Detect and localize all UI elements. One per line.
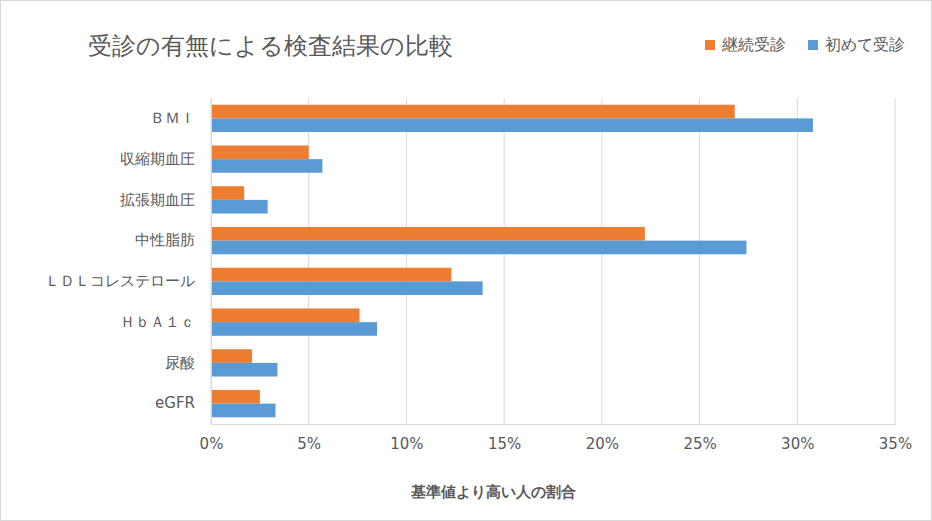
x-tick: 25% [683,424,716,453]
x-tick-label: 0% [200,435,224,453]
legend-item: 継続受診 [705,35,786,54]
bar [211,349,252,363]
x-axis: 0% 5% 10% 15% 20% 25% 30% 35% [200,424,913,453]
x-tick: 20% [586,424,619,453]
y-tick: 拡張期血圧 [120,191,211,209]
x-tick: 10% [390,424,423,453]
grid [211,98,895,424]
x-tick: 35% [879,424,912,453]
x-axis-line [212,424,896,425]
x-tick-label: 25% [683,435,716,453]
grid-line [406,98,407,424]
bar [211,268,451,282]
y-tick-label: eGFR [155,394,195,412]
legend: 継続受診 初めて受診 [705,35,905,54]
legend-label: 初めて受診 [825,35,905,54]
chart: 0% 5% 10% 15% 20% 25% 30% 35% ＢＭＩ 収縮期血圧拡張期血圧中性脂肪 Ｌ… [0,0,932,521]
x-tick-label: 20% [586,435,619,453]
x-tick-label: 35% [879,435,912,453]
y-tick: 中性脂肪 [135,231,211,249]
bar [211,227,645,241]
bar [211,322,377,336]
bar [211,200,268,214]
grid-line [504,98,505,424]
x-tick-label: 30% [781,435,814,453]
y-tick: 収縮期血圧 [120,150,211,168]
legend-label: 継続受診 [721,35,786,54]
bar [211,308,360,322]
x-tick: 0% [200,424,224,453]
y-tick: ＨｂＡ１ｃ [120,313,211,331]
y-axis-line [211,99,212,425]
grid-line [895,98,896,424]
y-tick: eGFR [155,394,211,412]
y-tick-label: ＢＭＩ [150,109,195,127]
bar [211,118,813,132]
y-axis: ＢＭＩ 収縮期血圧拡張期血圧中性脂肪 ＬＤＬコレステロール ＨｂＡ１ｃ 尿酸 eGFR [45,99,212,425]
y-tick-label: 拡張期血圧 [120,191,195,209]
grid-line [601,98,602,424]
grid-line [211,98,212,424]
bar [211,281,483,295]
y-tick: 尿酸 [165,354,211,372]
legend-item: 初めて受診 [808,35,905,54]
y-tick-label: ＨｂＡ１ｃ [120,313,195,331]
y-tick: ＬＤＬコレステロール [45,272,211,290]
bar [211,145,309,159]
x-tick: 15% [488,424,521,453]
y-tick-label: 収縮期血圧 [120,150,195,168]
legend-swatch [808,40,818,50]
x-tick-label: 15% [488,435,521,453]
bar [211,186,244,200]
grid-line [699,98,700,424]
bar [211,390,260,404]
y-tick-label: ＬＤＬコレステロール [45,272,195,290]
title: 受診の有無による検査結果の比較 [88,32,453,60]
bar [211,105,735,119]
x-tick-label: 5% [297,435,321,453]
bar [211,159,322,173]
x-tick-label: 10% [390,435,423,453]
y-tick-label: 中性脂肪 [135,231,195,249]
bars [211,105,813,418]
x-axis-title: 基準値より高い人の割合 [410,483,576,501]
y-tick: ＢＭＩ [150,109,211,127]
x-tick: 5% [297,424,321,453]
legend-swatch [705,40,715,50]
grid-line [797,98,798,424]
bar [211,241,746,255]
y-tick-label: 尿酸 [165,354,195,372]
background [1,1,932,521]
x-tick: 30% [781,424,814,453]
bar [211,363,277,377]
bar [211,404,275,418]
